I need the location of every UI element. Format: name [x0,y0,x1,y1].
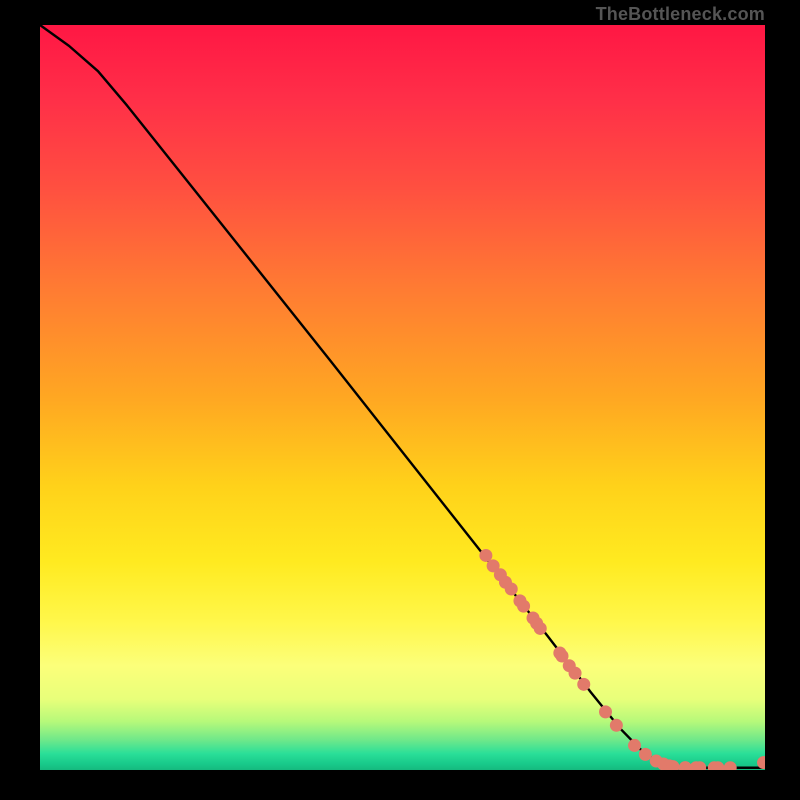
data-marker [577,678,590,691]
data-marker [724,761,737,770]
plot-area [40,25,765,770]
data-marker [628,739,641,752]
watermark-text: TheBottleneck.com [596,4,765,25]
data-marker [599,705,612,718]
marker-group [479,549,765,770]
data-marker [639,748,652,761]
data-marker [505,582,518,595]
curve-overlay [40,25,765,770]
data-marker [610,719,623,732]
data-marker [534,622,547,635]
chart-canvas: TheBottleneck.com [0,0,800,800]
data-marker [517,600,530,613]
bottleneck-curve [40,25,765,768]
data-marker [569,667,582,680]
